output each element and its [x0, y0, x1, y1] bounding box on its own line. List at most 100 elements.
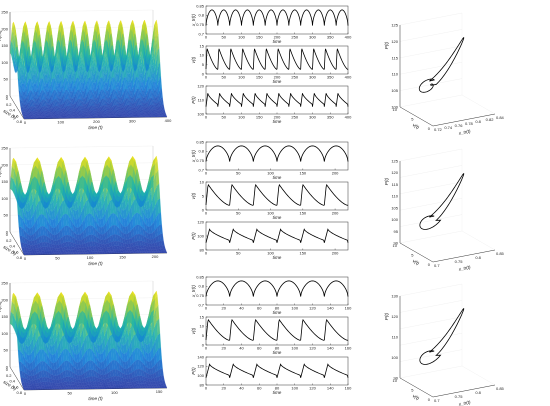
t-tick-label: 0 — [24, 120, 27, 125]
z-tick-label: 130 — [391, 294, 398, 299]
series-line — [205, 318, 349, 341]
z-tick-label: 0 — [6, 230, 9, 235]
x-tick-label: 20 — [222, 306, 227, 311]
z-tick-label: 125 — [391, 159, 398, 164]
xtr-axis-label: x_tr(t) — [457, 264, 471, 271]
s-tick-label: 0 — [6, 367, 9, 372]
t-tick-label: 0 — [24, 256, 27, 261]
x-tick-label: 250 — [291, 115, 298, 120]
v-tick-label: 10 — [393, 378, 398, 383]
trace-panel-3-1: 0.85 0.8 0.75 0.70 20 40 60 80 100 120 140 160 x_tr(… — [191, 274, 352, 315]
xtr-tick-label: 0.85 — [496, 386, 505, 391]
x-tick-label: 20 — [222, 346, 227, 351]
s-tick-label: 0.4 — [9, 244, 15, 249]
z-tick-label: 0 — [6, 94, 9, 99]
x-tick-label: 100 — [267, 251, 274, 256]
x-tick-label: 150 — [299, 171, 306, 176]
y-tick-label: 100 — [197, 373, 204, 378]
xtr-tick-label: 0.78 — [465, 121, 474, 126]
x-axis-label: time — [273, 39, 282, 44]
z-tick-label: 110 — [392, 335, 399, 340]
x-tick-label: 60 — [257, 306, 262, 311]
trace-panel-1-1: 0.85 0.8 0.75 0.70 50 100 150 200 250 300 350 400 x_… — [191, 3, 352, 44]
s-tick-label: 0.2 — [6, 373, 12, 378]
z-tick-label: 150 — [1, 179, 8, 184]
z-tick-label: 200 — [1, 26, 8, 31]
series-line — [205, 363, 349, 378]
series-line — [205, 93, 349, 107]
x-tick-label: 0 — [205, 211, 208, 216]
y-axis-label: v(t) — [191, 192, 196, 199]
y-axis-label: P(t) — [191, 367, 196, 375]
xtr-axis-label: x_tr(t) — [457, 128, 471, 135]
z-axis-label: P(t) — [384, 41, 389, 49]
series-line — [205, 280, 349, 297]
xtr-tick-label: 0.7 — [434, 398, 440, 403]
s-tick-label: 0.6 — [13, 384, 19, 389]
x-tick-label: 40 — [239, 346, 244, 351]
y-tick-label: 80 — [200, 382, 205, 387]
z-tick-label: 100 — [1, 60, 8, 65]
x-tick-label: 0 — [205, 251, 208, 256]
x-tick-label: 120 — [309, 306, 316, 311]
z-tick-label: 50 — [4, 77, 9, 82]
phase-orbit — [418, 37, 465, 93]
x-tick-label: 50 — [236, 211, 241, 216]
y-tick-label: 15 — [200, 314, 205, 319]
x-axis-label: time — [273, 390, 282, 395]
z-tick-label: 90 — [394, 376, 399, 381]
x-axis-label: time — [273, 119, 282, 124]
x-tick-label: 200 — [332, 211, 339, 216]
x-axis-label: time — [273, 215, 282, 220]
t-tick-label: 400 — [165, 118, 172, 123]
t-tick-label: 100 — [111, 390, 118, 395]
x-tick-label: 300 — [309, 35, 316, 40]
z-tick-label: 110 — [392, 194, 399, 199]
y-tick-label: 10 — [200, 324, 205, 329]
z-tick-label: 100 — [391, 355, 398, 360]
t-tick-label: 50 — [67, 390, 72, 395]
x-tick-label: 100 — [267, 211, 274, 216]
t-axis-label: time (t) — [88, 125, 103, 130]
z-tick-label: 100 — [1, 196, 8, 201]
y-tick-label: 0.75 — [196, 293, 205, 298]
x-tick-label: 200 — [332, 251, 339, 256]
y-tick-label: 0.85 — [196, 139, 205, 144]
y-tick-label: 100 — [197, 233, 204, 238]
z-axis-label: n(t,s) — [0, 166, 2, 177]
v-tick-label: 5 — [411, 117, 414, 122]
z-tick-label: 50 — [4, 213, 9, 218]
y-tick-label: 120 — [197, 219, 204, 224]
y-tick-label: 0 — [202, 71, 205, 76]
y-tick-label: 0.8 — [198, 13, 204, 18]
x-tick-label: 140 — [327, 306, 334, 311]
z-tick-label: 150 — [1, 314, 8, 319]
t-axis-label: time (t) — [88, 261, 103, 266]
y-tick-label: 5 — [202, 193, 205, 198]
x-tick-label: 100 — [291, 306, 298, 311]
xtr-tick-label: 0.74 — [444, 125, 453, 130]
x-tick-label: 200 — [274, 115, 281, 120]
z-axis-label: n(t,s) — [0, 301, 2, 312]
y-tick-label: 100 — [197, 111, 204, 116]
z-tick-label: 250 — [1, 281, 8, 286]
y-tick-label: 110 — [198, 97, 205, 102]
y-tick-label: 0.7 — [198, 302, 204, 307]
t-tick-label: 50 — [55, 256, 60, 261]
z-tick-label: 150 — [1, 43, 8, 48]
s-tick-label: 0.2 — [6, 238, 12, 243]
t-tick-label: 0 — [24, 391, 27, 396]
x-tick-label: 0 — [205, 75, 208, 80]
t-tick-label: 300 — [129, 119, 136, 124]
time-series-2: 0.850.80.750.70 50 100 150 200x_tr(t)time105… — [191, 139, 349, 260]
xtr-tick-label: 0.8 — [475, 390, 481, 395]
s-tick-label: 0 — [6, 232, 9, 237]
z-tick-label: 115 — [392, 182, 399, 187]
x-tick-label: 250 — [291, 35, 298, 40]
z-tick-label: 250 — [1, 10, 8, 15]
series-line — [205, 183, 349, 206]
x-tick-label: 100 — [291, 386, 298, 391]
x-tick-label: 120 — [309, 346, 316, 351]
